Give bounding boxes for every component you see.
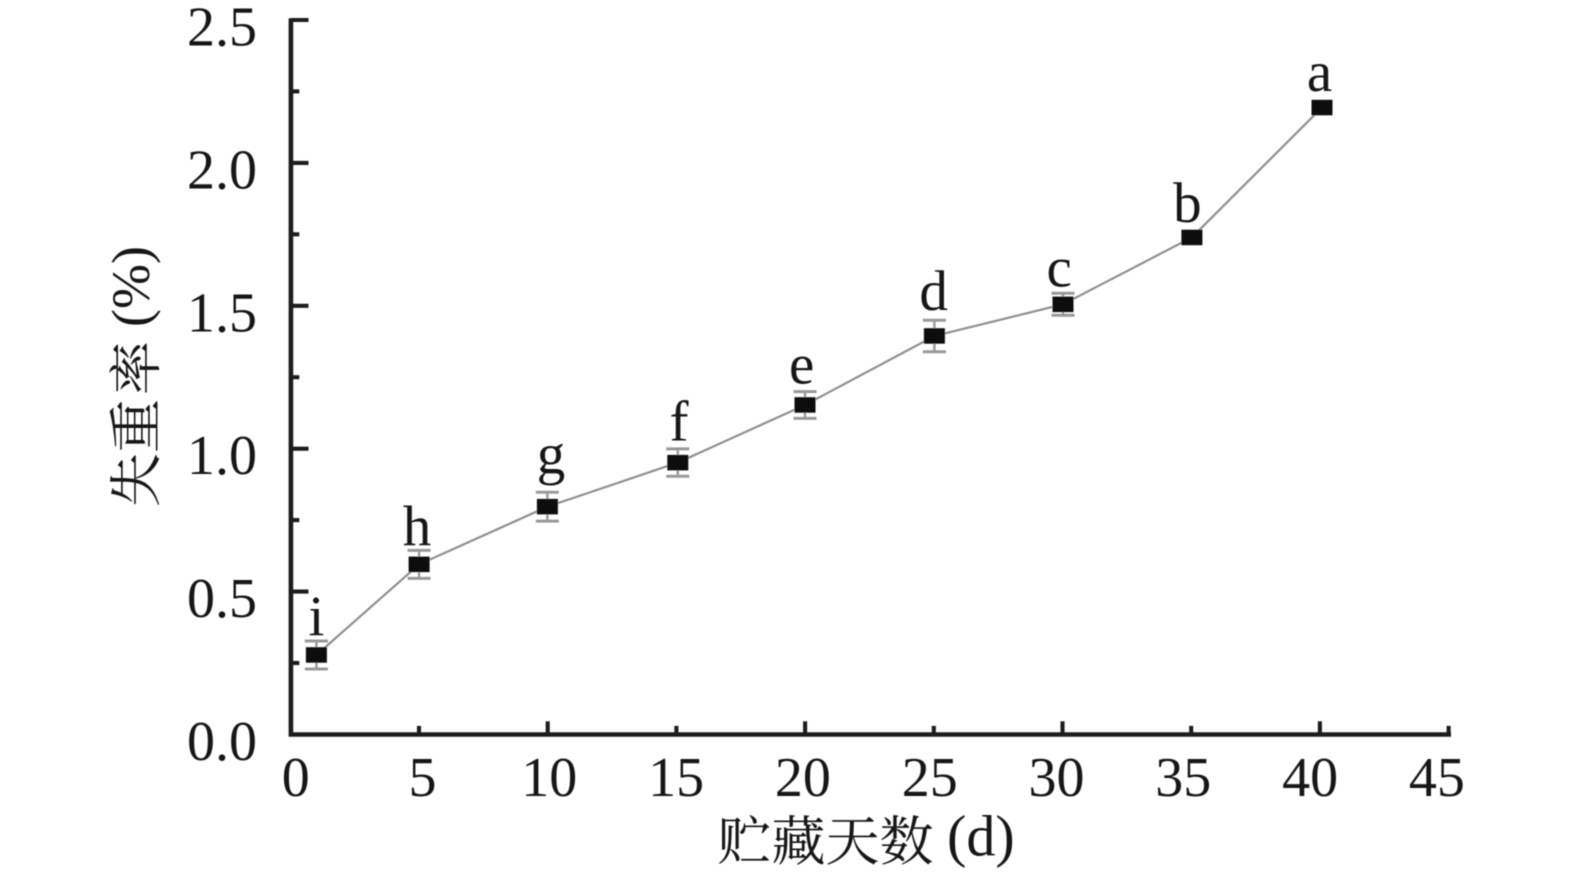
svg-text:35: 35: [1155, 747, 1211, 809]
svg-text:h: h: [403, 495, 432, 558]
svg-text:5: 5: [409, 747, 437, 809]
svg-text:d: d: [919, 260, 948, 323]
svg-text:2.5: 2.5: [187, 0, 257, 59]
svg-text:45: 45: [1409, 747, 1465, 809]
svg-text:20: 20: [775, 747, 831, 809]
svg-text:i: i: [308, 585, 324, 648]
svg-text:15: 15: [648, 747, 704, 809]
svg-text:0.0: 0.0: [187, 711, 257, 773]
svg-text:e: e: [789, 334, 814, 397]
svg-text:40: 40: [1282, 747, 1338, 809]
svg-text:g: g: [537, 424, 566, 487]
svg-text:0: 0: [282, 747, 310, 809]
svg-text:b: b: [1173, 172, 1202, 235]
svg-text:c: c: [1047, 236, 1072, 299]
svg-text:30: 30: [1029, 747, 1085, 809]
svg-text:f: f: [670, 391, 689, 454]
svg-text:25: 25: [902, 747, 958, 809]
svg-text:10: 10: [521, 747, 577, 809]
svg-text:0.5: 0.5: [187, 568, 257, 630]
svg-text:2.0: 2.0: [187, 139, 257, 201]
svg-text:1.0: 1.0: [187, 425, 257, 487]
svg-text:(%): (%): [101, 246, 161, 327]
svg-text:(d): (d): [947, 804, 1015, 869]
svg-text:1.5: 1.5: [187, 282, 257, 344]
svg-text:a: a: [1307, 41, 1332, 104]
